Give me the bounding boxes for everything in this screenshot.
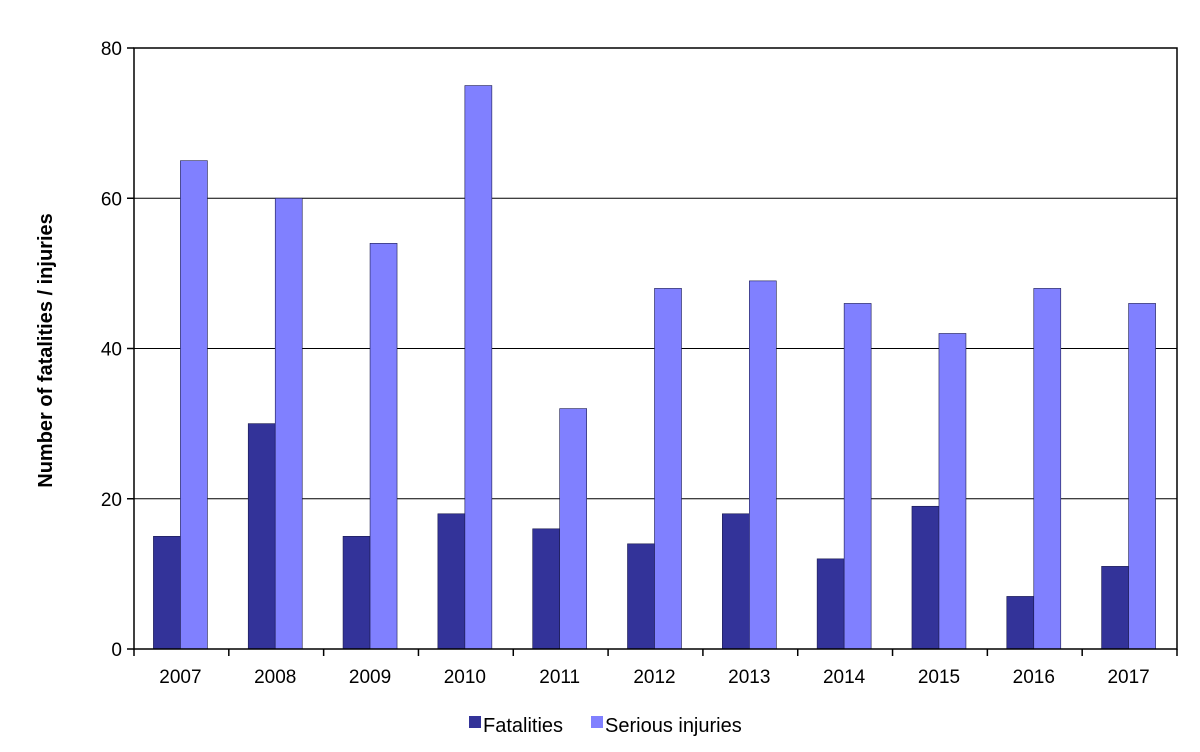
bars <box>153 85 1156 650</box>
y-tick-label: 20 <box>101 490 122 511</box>
legend: Fatalities Serious injuries <box>469 715 742 737</box>
legend-swatch-serious-injuries <box>591 716 603 728</box>
bar-fatalities-2009 <box>342 536 371 650</box>
x-tick-label: 2008 <box>254 667 296 688</box>
x-tick-label: 2017 <box>1107 667 1149 688</box>
x-tick-label: 2015 <box>918 667 960 688</box>
x-tick-label: 2013 <box>728 667 770 688</box>
bar-serious-injuries-2014 <box>843 303 872 650</box>
legend-label-serious-injuries: Serious injuries <box>605 715 742 737</box>
x-tick-label: 2012 <box>633 667 675 688</box>
bar-fatalities-2010 <box>437 513 466 650</box>
bar-fatalities-2014 <box>816 558 845 650</box>
bar-fatalities-2008 <box>247 423 276 650</box>
bar-fatalities-2012 <box>627 543 655 650</box>
bar-serious-injuries-2007 <box>180 160 208 650</box>
bar-serious-injuries-2015 <box>938 333 967 650</box>
bar-serious-injuries-2012 <box>654 288 682 650</box>
x-tick-label: 2014 <box>823 667 866 688</box>
bar-serious-injuries-2011 <box>559 408 587 650</box>
x-tick-label: 2016 <box>1013 667 1055 688</box>
y-tick-label: 40 <box>101 340 122 361</box>
x-tick-label: 2010 <box>444 667 486 688</box>
bar-fatalities-2013 <box>722 513 750 650</box>
bar-fatalities-2015 <box>911 505 940 650</box>
bar-serious-injuries-2010 <box>464 85 493 650</box>
y-tick-label: 0 <box>111 640 122 661</box>
y-axis-title: Number of fatalities / injuries <box>35 213 57 488</box>
bar-serious-injuries-2016 <box>1033 288 1062 650</box>
y-tick-label: 80 <box>101 39 122 60</box>
x-tick-label: 2007 <box>159 667 201 688</box>
bar-serious-injuries-2013 <box>749 280 777 650</box>
bar-fatalities-2011 <box>532 528 560 650</box>
y-axis: 0 20 40 60 80 <box>101 39 134 661</box>
x-tick-label: 2009 <box>349 667 391 688</box>
bar-serious-injuries-2008 <box>274 197 303 650</box>
x-axis: 2007 2008 2009 2010 2011 2012 2013 2014 2015 2016… <box>133 649 1178 688</box>
x-tick-label: 2011 <box>539 667 580 688</box>
bar-fatalities-2017 <box>1101 566 1129 650</box>
bar-serious-injuries-2017 <box>1128 303 1156 650</box>
bar-fatalities-2016 <box>1006 596 1035 650</box>
bar-fatalities-2007 <box>153 536 181 650</box>
legend-label-fatalities: Fatalities <box>483 715 563 737</box>
y-tick-label: 60 <box>101 189 122 210</box>
legend-swatch-fatalities <box>469 716 481 728</box>
bar-serious-injuries-2009 <box>369 243 398 650</box>
